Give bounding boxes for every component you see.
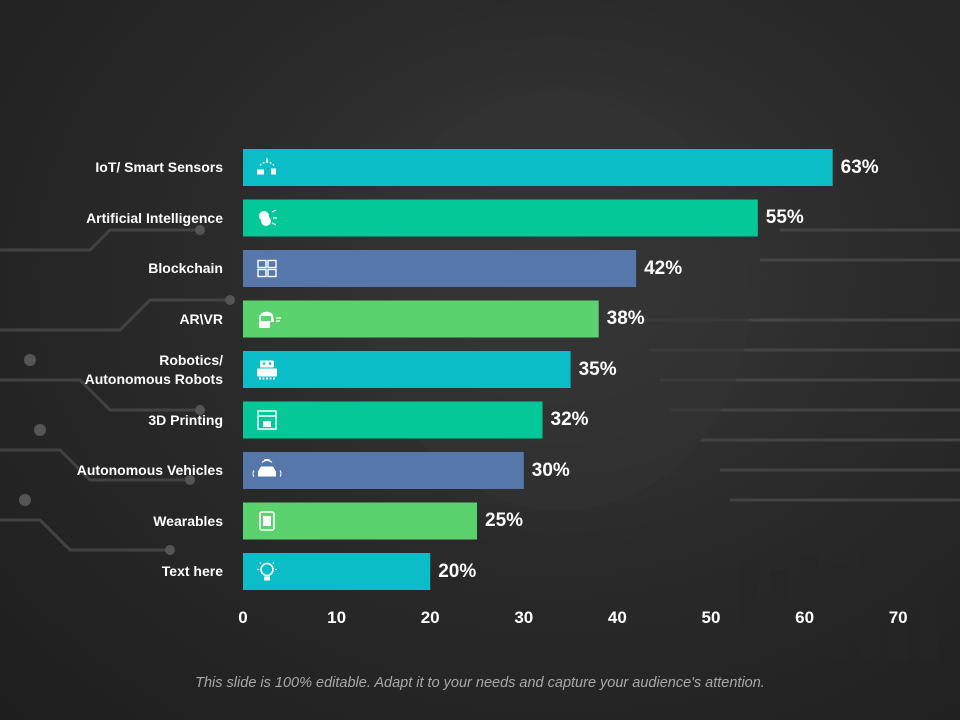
value-label: 25% <box>485 510 524 531</box>
x-tick-label: 70 <box>888 608 908 627</box>
value-label: 38% <box>606 308 645 329</box>
value-label: 35% <box>578 358 617 380</box>
category-label: 3D Printing <box>148 411 223 428</box>
value-label: 42% <box>644 257 683 279</box>
brain-icon <box>259 209 277 226</box>
bar-8 <box>243 502 477 540</box>
category-label: Artificial Intelligence <box>86 209 223 226</box>
value-label: 30% <box>531 459 570 481</box>
category-label: Text here <box>161 563 223 579</box>
vr-head-icon <box>259 311 281 328</box>
category-label: Autonomous Vehicles <box>76 462 223 478</box>
category-label: Blockchain <box>148 260 223 276</box>
x-tick-label: 20 <box>420 608 440 627</box>
category-label: IoT/ Smart Sensors <box>95 159 223 175</box>
x-tick-label: 0 <box>238 608 248 627</box>
bar-2 <box>243 199 758 237</box>
bar-7 <box>243 452 524 489</box>
x-tick-label: 50 <box>701 608 721 627</box>
x-tick-label: 60 <box>795 608 815 627</box>
category-label: AR\VR <box>179 310 223 327</box>
category-label: Wearables <box>153 512 223 529</box>
footer-note: This slide is 100% editable. Adapt it to… <box>195 675 765 691</box>
x-tick-label: 10 <box>327 608 347 627</box>
bar-5 <box>243 351 571 388</box>
robot-icon <box>257 360 277 380</box>
bar-6 <box>243 401 543 439</box>
smartwatch-icon <box>259 511 275 531</box>
iot-sensor-icon <box>257 158 276 175</box>
bar-4 <box>243 300 599 338</box>
bar-9 <box>243 553 431 590</box>
blockchain-icon <box>257 259 277 278</box>
bar-1 <box>243 149 833 186</box>
value-label: 63% <box>840 156 879 178</box>
3d-printer-icon <box>257 410 277 430</box>
value-label: 20% <box>438 560 477 582</box>
bar-3 <box>243 250 637 287</box>
value-label: 32% <box>550 409 589 430</box>
autonomous-car-icon <box>252 458 282 477</box>
value-label: 55% <box>765 207 804 228</box>
x-tick-label: 40 <box>607 608 627 627</box>
category-label: Robotics/Autonomous Robots <box>84 351 223 387</box>
lightbulb-icon <box>257 562 277 581</box>
x-tick-label: 30 <box>514 608 534 627</box>
